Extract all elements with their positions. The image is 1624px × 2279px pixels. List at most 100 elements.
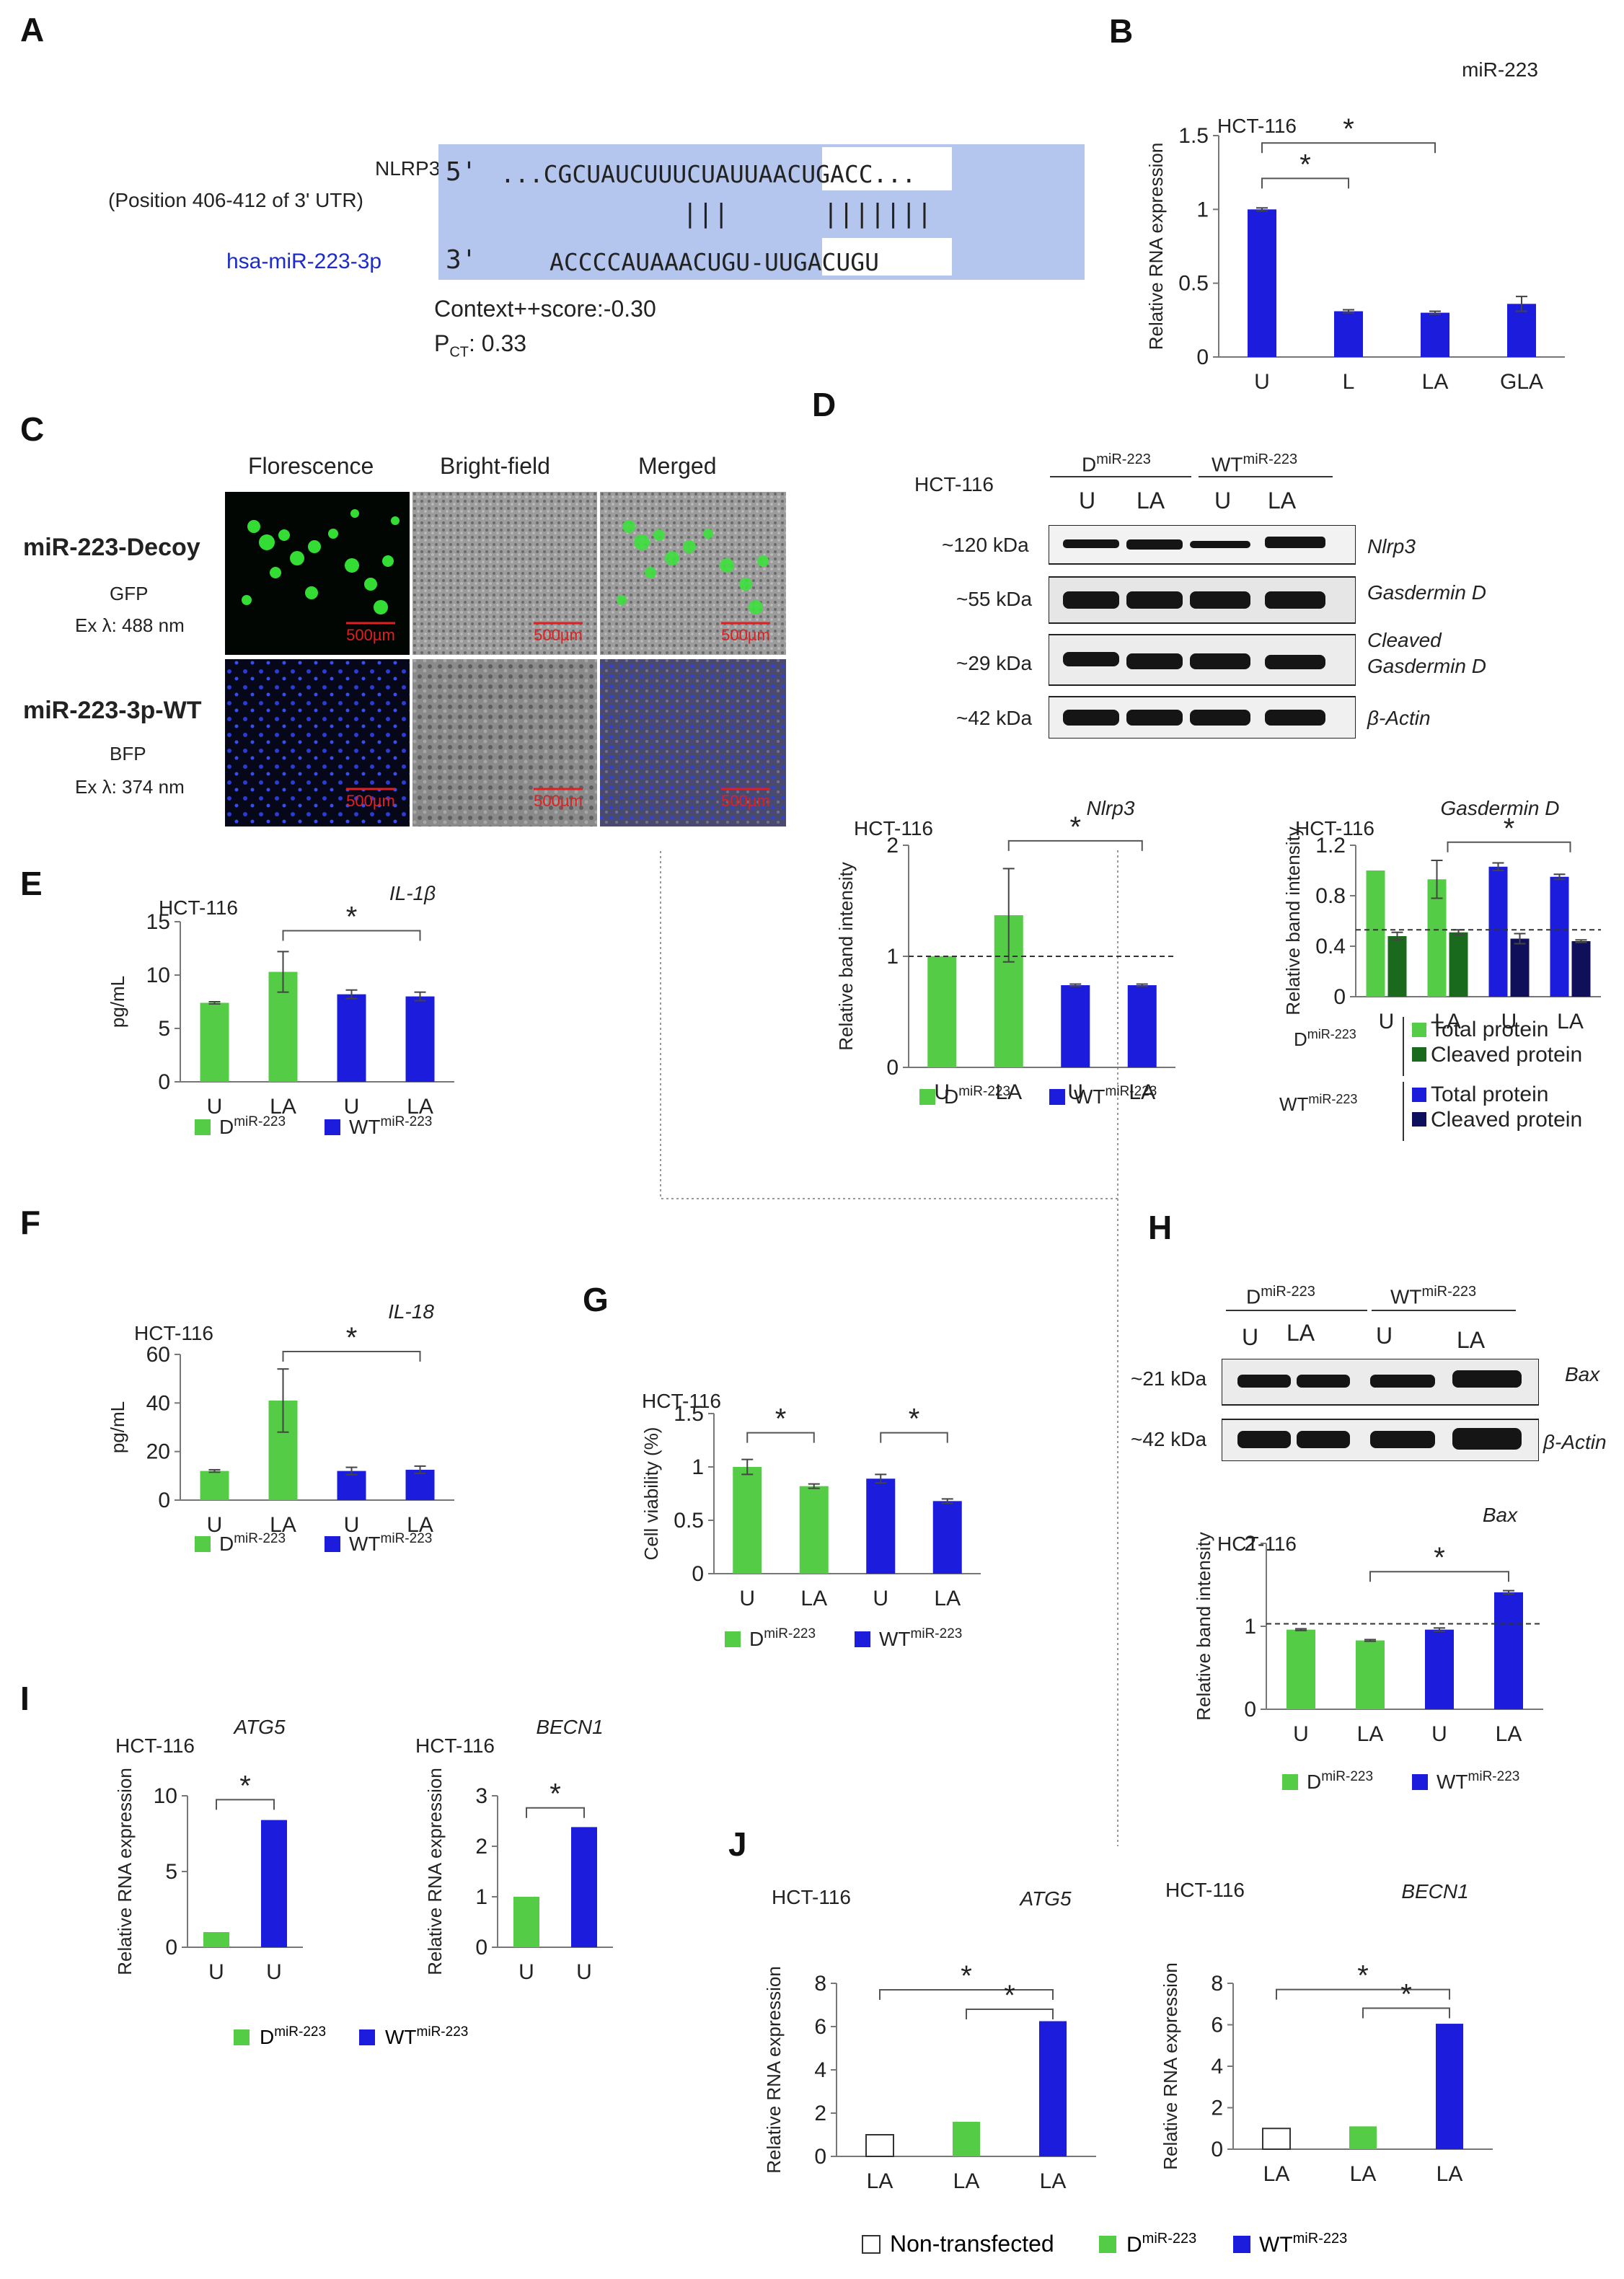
- bar: [261, 1820, 287, 1947]
- chart-cell-line: HCT-116: [1217, 1533, 1297, 1555]
- y-tick-label: 20: [146, 1440, 170, 1464]
- x-tick-label: LA: [953, 2169, 980, 2193]
- protein-label: β-Actin: [1367, 707, 1431, 729]
- y-tick-label: 1: [1244, 1615, 1256, 1639]
- bar: [1571, 941, 1591, 997]
- chart-cell-line: HCT-116: [159, 896, 238, 919]
- pct-prefix: P: [434, 330, 450, 356]
- x-tick-label: U: [739, 1587, 755, 1610]
- y-tick-label: 1.2: [1315, 834, 1346, 858]
- significance-bracket: [1447, 841, 1571, 852]
- significance-bracket: [879, 1989, 1054, 2000]
- x-tick-label: U: [344, 1095, 360, 1119]
- bar: [1510, 938, 1530, 997]
- bar: [337, 994, 366, 1082]
- significance-bracket: [282, 930, 421, 941]
- significance-star: *: [346, 1322, 358, 1354]
- panel-letter-c: C: [20, 410, 45, 448]
- legend-swatch-cleaved: [1412, 1112, 1426, 1127]
- x-tick-label: LA: [1557, 1010, 1584, 1033]
- significance-bracket: [1369, 1571, 1509, 1582]
- lane-label: U: [1376, 1323, 1393, 1349]
- chart-e: IL-1β HCT-116 0 5 10 15 pg/mL U LA U LA * DmiR-223 WT…: [107, 882, 454, 1138]
- bar: [1449, 932, 1468, 997]
- col-header-fluorescence: Florescence: [248, 453, 374, 479]
- chart-d-gasdermin: Gasdermin D HCT-116 0 0.4 0.8 1.2 Relative ban…: [1279, 797, 1601, 1141]
- bar: [1488, 866, 1508, 997]
- significance-star: *: [239, 1770, 251, 1802]
- group-d-sup: miR-223: [1096, 451, 1151, 467]
- x-tick-label: GLA: [1500, 370, 1543, 394]
- kda-label: ~42 kDa: [1131, 1428, 1207, 1450]
- micrograph-grid: 500µm 500µm 500µm 500µm 500µm 500µm: [225, 492, 786, 826]
- x-tick-label: LA: [800, 1587, 827, 1610]
- y-tick-label: 0.8: [1315, 884, 1346, 908]
- y-tick-label: 0: [1211, 2138, 1223, 2161]
- y-tick-label: 4: [814, 2058, 826, 2082]
- significance-bracket: [216, 1799, 275, 1810]
- significance-star: *: [1434, 1542, 1445, 1574]
- legend-label-cleaved: Cleaved protein: [1431, 1043, 1582, 1067]
- y-tick-label: 6: [814, 2015, 826, 2039]
- h-group-d-bracket: [1226, 1310, 1367, 1311]
- bar: [1356, 1640, 1385, 1709]
- chart-cell-line: HCT-116: [115, 1734, 195, 1757]
- y-axis-label: Relative band intensity: [1193, 1532, 1214, 1721]
- chart-cell-line: HCT-116: [1217, 115, 1297, 137]
- significance-star: *: [1343, 113, 1354, 145]
- x-tick-label: LA: [407, 1095, 433, 1119]
- protein-label: Nlrp3: [1367, 535, 1416, 557]
- lane-label: U: [1214, 488, 1232, 513]
- group-wt-main: WT: [1212, 453, 1243, 476]
- significance-star: *: [1357, 1960, 1369, 1992]
- y-tick-label: 8: [814, 1972, 826, 1996]
- y-tick-label: 1.5: [1178, 124, 1209, 148]
- x-tick-label: U: [266, 1960, 282, 1984]
- y-tick-label: 2: [1244, 1532, 1256, 1556]
- micrograph-bfp-fluorescence: [225, 659, 410, 826]
- legend-swatch-wt: [325, 1119, 340, 1135]
- chart-i-becn1: BECN1 HCT-116 0 1 2 3 Relative RNA expression U…: [415, 1716, 613, 1984]
- y-tick-label: 2: [1211, 2097, 1223, 2120]
- lane-label: LA: [1457, 1327, 1486, 1353]
- legend-label-d: DmiR-223: [260, 2024, 326, 2048]
- bar: [571, 1827, 597, 1947]
- bar: [1436, 2024, 1463, 2149]
- legend-swatch-wt: [1233, 2236, 1250, 2253]
- y-tick-label: 40: [146, 1391, 170, 1415]
- y-axis-label: Relative band intensity: [1282, 826, 1304, 1015]
- merged-gfp-cells: [617, 520, 769, 614]
- panel-letter-i: I: [20, 1680, 30, 1717]
- y-tick-label: 2: [886, 834, 899, 858]
- chart-cell-line: HCT-116: [134, 1322, 213, 1344]
- chart-title: BECN1: [536, 1716, 603, 1738]
- chart-legend: DmiR-223 WTmiR-223: [195, 1114, 432, 1138]
- scale-label: 500µm: [346, 626, 395, 644]
- legend-swatch-wt: [1412, 1774, 1428, 1790]
- chart-title: Bax: [1483, 1504, 1518, 1526]
- protein-label: Gasdermin D: [1367, 581, 1486, 604]
- x-tick-label: U: [1067, 1080, 1083, 1104]
- y-tick-label: 0: [692, 1562, 704, 1586]
- legend-swatch-d: [919, 1089, 935, 1105]
- y-tick-label: 0: [158, 1489, 170, 1512]
- x-tick-label: LA: [867, 2169, 893, 2193]
- x-tick-label: LA: [270, 1513, 296, 1537]
- legend-label-total: Total protein: [1431, 1083, 1548, 1106]
- y-tick-label: 5: [158, 1017, 170, 1041]
- chart-title: miR-223: [1462, 58, 1538, 81]
- bar: [1039, 2021, 1067, 2156]
- bar: [1550, 876, 1569, 997]
- panel-letter-d: D: [812, 386, 837, 423]
- kda-label: ~55 kDa: [956, 588, 1033, 610]
- blot-cell-line: HCT-116: [914, 473, 994, 495]
- x-tick-label: LA: [934, 1587, 961, 1610]
- col-header-brightfield: Bright-field: [440, 453, 550, 479]
- chart-g: HCT-116 0 0.5 1 1.5 Cell viability (%) U LA U LA *…: [640, 1390, 981, 1650]
- legend-j: Non-transfected DmiR-223 WTmiR-223: [862, 2231, 1347, 2257]
- y-tick-label: 0: [475, 1936, 487, 1960]
- legend-label-wt: WTmiR-223: [1259, 2231, 1347, 2257]
- pct-score: PCT: 0.33: [434, 330, 526, 361]
- legend-swatch-d: [1282, 1774, 1298, 1790]
- micrograph-bfp-brightfield: [412, 659, 597, 826]
